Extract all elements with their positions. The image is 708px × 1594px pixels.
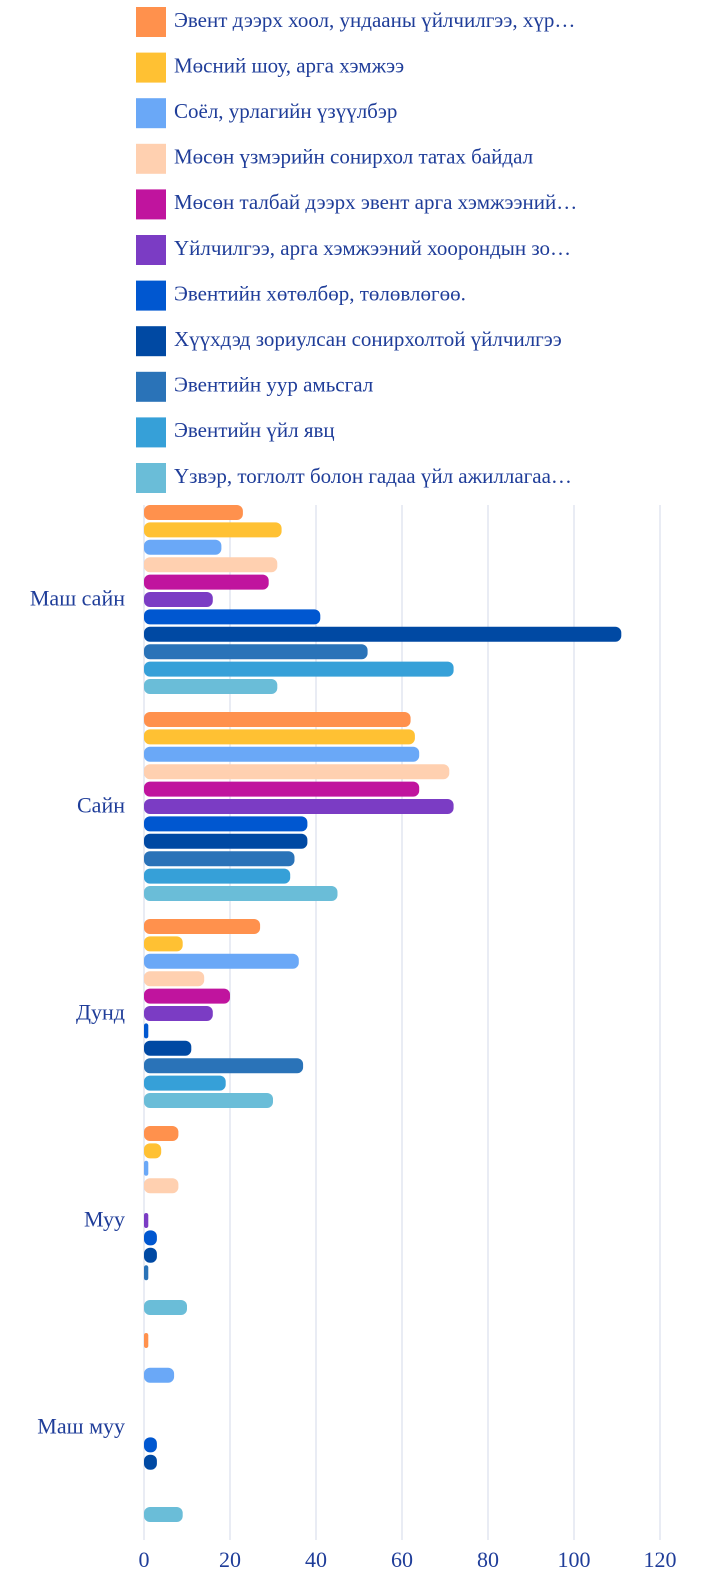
bar xyxy=(144,679,278,694)
bar xyxy=(144,816,308,832)
bar xyxy=(144,729,415,745)
bar xyxy=(144,1300,187,1315)
legend-swatch xyxy=(136,143,166,174)
bar xyxy=(144,953,299,969)
legend-swatch xyxy=(136,98,166,129)
bar xyxy=(144,1265,149,1281)
legend-label: Эвентийн хөтөлбөр, төлөвлөгөө. xyxy=(174,281,466,305)
legend-label: Мөсөн үзмэрийн сонирхол татах байдал xyxy=(174,145,533,169)
bar xyxy=(144,1213,149,1228)
bar xyxy=(144,661,454,677)
bar xyxy=(144,1437,157,1453)
legend-swatch xyxy=(136,280,166,311)
bar xyxy=(144,574,269,590)
legend-label: Үзвэр, тоглолт болон гадаа үйл ажиллагаа… xyxy=(174,464,572,488)
bar xyxy=(144,1333,149,1348)
legend-label: Эвентийн үйл явц xyxy=(174,418,335,442)
bar xyxy=(144,539,222,555)
x-tick-label: 0 xyxy=(139,1547,150,1572)
bar xyxy=(144,712,411,727)
bar xyxy=(144,505,243,520)
x-tick-label: 20 xyxy=(219,1547,241,1572)
bar xyxy=(144,1023,149,1039)
category-label: Маш муу xyxy=(37,1414,125,1439)
bar xyxy=(144,799,454,814)
bar xyxy=(144,1006,213,1021)
legend-label: Мөсний шоу, арга хэмжээ xyxy=(174,53,404,77)
legend-label: Хүүхдэд зориулсан сонирхолтой үйлчилгээ xyxy=(174,327,562,351)
bar xyxy=(144,1143,162,1159)
category-label: Сайн xyxy=(77,793,125,818)
bar xyxy=(144,886,338,901)
legend-swatch xyxy=(136,189,166,220)
legend-swatch xyxy=(136,52,166,83)
legend-swatch xyxy=(136,371,166,402)
x-tick-label: 40 xyxy=(305,1547,327,1572)
legend-swatch xyxy=(136,7,166,37)
legend-swatch xyxy=(136,326,166,357)
category-label: Маш сайн xyxy=(30,586,125,611)
bar xyxy=(144,592,213,607)
x-tick-label: 80 xyxy=(477,1547,499,1572)
category-label: Дунд xyxy=(76,1000,125,1025)
bar xyxy=(144,557,278,573)
bar xyxy=(144,1178,179,1194)
bar xyxy=(144,1058,304,1074)
bar xyxy=(144,1454,157,1470)
category-label: Муу xyxy=(84,1207,125,1232)
bar xyxy=(144,936,183,952)
bar xyxy=(144,988,230,1004)
bar xyxy=(144,522,282,538)
legend-label: Эвент дээрх хоол, ундааны үйлчилгээ, хүр… xyxy=(174,8,575,32)
bar xyxy=(144,644,368,660)
x-tick-label: 120 xyxy=(644,1547,677,1572)
bar xyxy=(144,1040,192,1056)
legend-label: Үйлчилгээ, арга хэмжээний хоорондын зо… xyxy=(174,236,571,260)
legend-swatch xyxy=(136,463,166,493)
legend-swatch xyxy=(136,235,166,265)
bar xyxy=(144,1507,183,1522)
bar xyxy=(144,1160,149,1176)
bar xyxy=(144,1230,157,1246)
bar xyxy=(144,868,291,884)
legend-label: Соёл, урлагийн үзүүлбэр xyxy=(174,99,397,123)
bar xyxy=(144,919,261,934)
legend-swatch xyxy=(136,417,166,448)
x-tick-label: 60 xyxy=(391,1547,413,1572)
bar xyxy=(144,764,450,780)
x-tick-label: 100 xyxy=(558,1547,591,1572)
bar xyxy=(144,851,295,867)
bar xyxy=(144,1093,273,1108)
bar xyxy=(144,1247,157,1263)
bar xyxy=(144,833,308,849)
bar xyxy=(144,781,420,797)
legend-label: Эвентийн уур амьсгал xyxy=(174,373,373,397)
bar xyxy=(144,971,205,987)
bar xyxy=(144,626,622,642)
bar xyxy=(144,746,420,762)
bar xyxy=(144,609,321,625)
bar xyxy=(144,1126,179,1141)
legend-label: Мөсөн талбай дээрх эвент арга хэмжээний… xyxy=(174,190,577,214)
bar xyxy=(144,1075,226,1091)
bar xyxy=(144,1367,175,1383)
